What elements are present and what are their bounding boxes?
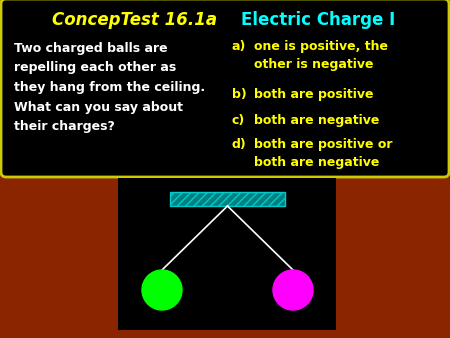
FancyBboxPatch shape	[1, 0, 449, 177]
Text: one is positive, the
other is negative: one is positive, the other is negative	[254, 40, 388, 71]
Text: both are negative: both are negative	[254, 114, 379, 127]
Text: b): b)	[232, 88, 247, 101]
Text: both are positive: both are positive	[254, 88, 374, 101]
Text: d): d)	[232, 138, 247, 151]
Bar	[118, 178, 336, 330]
Circle shape	[273, 270, 313, 310]
Text: both are positive or
both are negative: both are positive or both are negative	[254, 138, 392, 169]
Text: c): c)	[232, 114, 245, 127]
Circle shape	[142, 270, 182, 310]
Text: Electric Charge I: Electric Charge I	[241, 11, 395, 29]
Text: a): a)	[232, 40, 247, 53]
Text: ConcepTest 16.1a: ConcepTest 16.1a	[53, 11, 217, 29]
Bar	[170, 192, 285, 206]
Text: Two charged balls are
repelling each other as
they hang from the ceiling.
What c: Two charged balls are repelling each oth…	[14, 42, 205, 133]
